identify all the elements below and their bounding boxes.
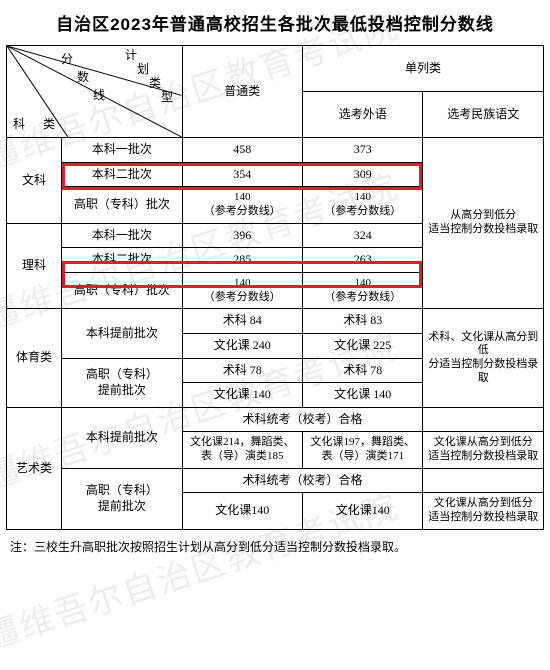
header-diagonal: 分 数 线 计 划 类 型 科 类 <box>7 46 183 138</box>
cell: 140（参考分数线） <box>303 272 423 309</box>
subject-yishu: 艺术类 <box>7 407 62 529</box>
cell: 285 <box>182 248 302 273</box>
cell: 396 <box>182 223 302 248</box>
cell: 309 <box>303 162 423 187</box>
subject-wenke: 文科 <box>7 138 62 224</box>
note-yishu: 文化课从高分到低分 适当控制分数投档录取 <box>423 493 544 530</box>
col-danlie: 单列类 <box>303 46 544 92</box>
batch: 本科二批次 <box>62 162 182 187</box>
batch: 高职（专科） 提前批次 <box>62 358 182 407</box>
batch: 高职（专科）批次 <box>62 187 182 224</box>
subject-tiyu: 体育类 <box>7 309 62 407</box>
batch: 高职（专科）批次 <box>62 272 182 309</box>
batch: 本科提前批次 <box>62 309 182 358</box>
note-wenlike: 从高分到低分 适当控制分数投档录取 <box>423 138 544 309</box>
cell: 140（参考分数线） <box>182 187 302 224</box>
cell: 140（参考分数线） <box>182 272 302 309</box>
cell: 文化课197，舞蹈类、 表（导）演类171 <box>303 432 423 469</box>
cell: 140（参考分数线） <box>303 187 423 224</box>
batch: 本科二批次 <box>62 248 182 273</box>
cell: 263 <box>303 248 423 273</box>
cell-empty <box>423 407 544 432</box>
subject-like: 理科 <box>7 223 62 309</box>
cell: 458 <box>182 138 302 163</box>
cell: 术科 78 <box>303 358 423 383</box>
cell: 文化课 140 <box>303 383 423 408</box>
col-putong: 普通类 <box>182 46 302 138</box>
score-table: 分 数 线 计 划 类 型 科 类 普通类 单列类 选考外语 选考民族语文 文科… <box>6 45 544 530</box>
col-waiyu: 选考外语 <box>303 92 423 138</box>
col-minzu: 选考民族语文 <box>423 92 544 138</box>
cell: 文化课140 <box>182 493 302 530</box>
batch: 本科一批次 <box>62 138 182 163</box>
cell: 术科 78 <box>182 358 302 383</box>
cell: 术科统考（校考）合格 <box>182 407 423 432</box>
batch: 本科提前批次 <box>62 407 182 468</box>
note-tiyu: 术科、文化课从高分到低 分适当控制分数投档录取 <box>423 309 544 407</box>
cell: 324 <box>303 223 423 248</box>
note-yishu: 文化课从高分到低分 适当控制分数投档录取 <box>423 432 544 469</box>
cell: 373 <box>303 138 423 163</box>
batch: 高职（专科） 提前批次 <box>62 468 182 529</box>
cell: 术科统考（校考）合格 <box>182 468 423 493</box>
batch: 本科一批次 <box>62 223 182 248</box>
cell-empty <box>423 468 544 493</box>
cell: 文化课140 <box>303 493 423 530</box>
cell: 文化课 140 <box>182 383 302 408</box>
cell: 文化课 240 <box>182 333 302 358</box>
footnote: 注：三校生升高职批次按照招生计划从高分到低分适当控制分数投档录取。 <box>6 538 544 555</box>
cell: 术科 84 <box>182 309 302 334</box>
cell: 文化课214，舞蹈类、 表（导）演类185 <box>182 432 302 469</box>
cell: 文化课 225 <box>303 333 423 358</box>
cell: 术科 83 <box>303 309 423 334</box>
cell: 354 <box>182 162 302 187</box>
page-title: 自治区2023年普通高校招生各批次最低投档控制分数线 <box>6 10 544 35</box>
